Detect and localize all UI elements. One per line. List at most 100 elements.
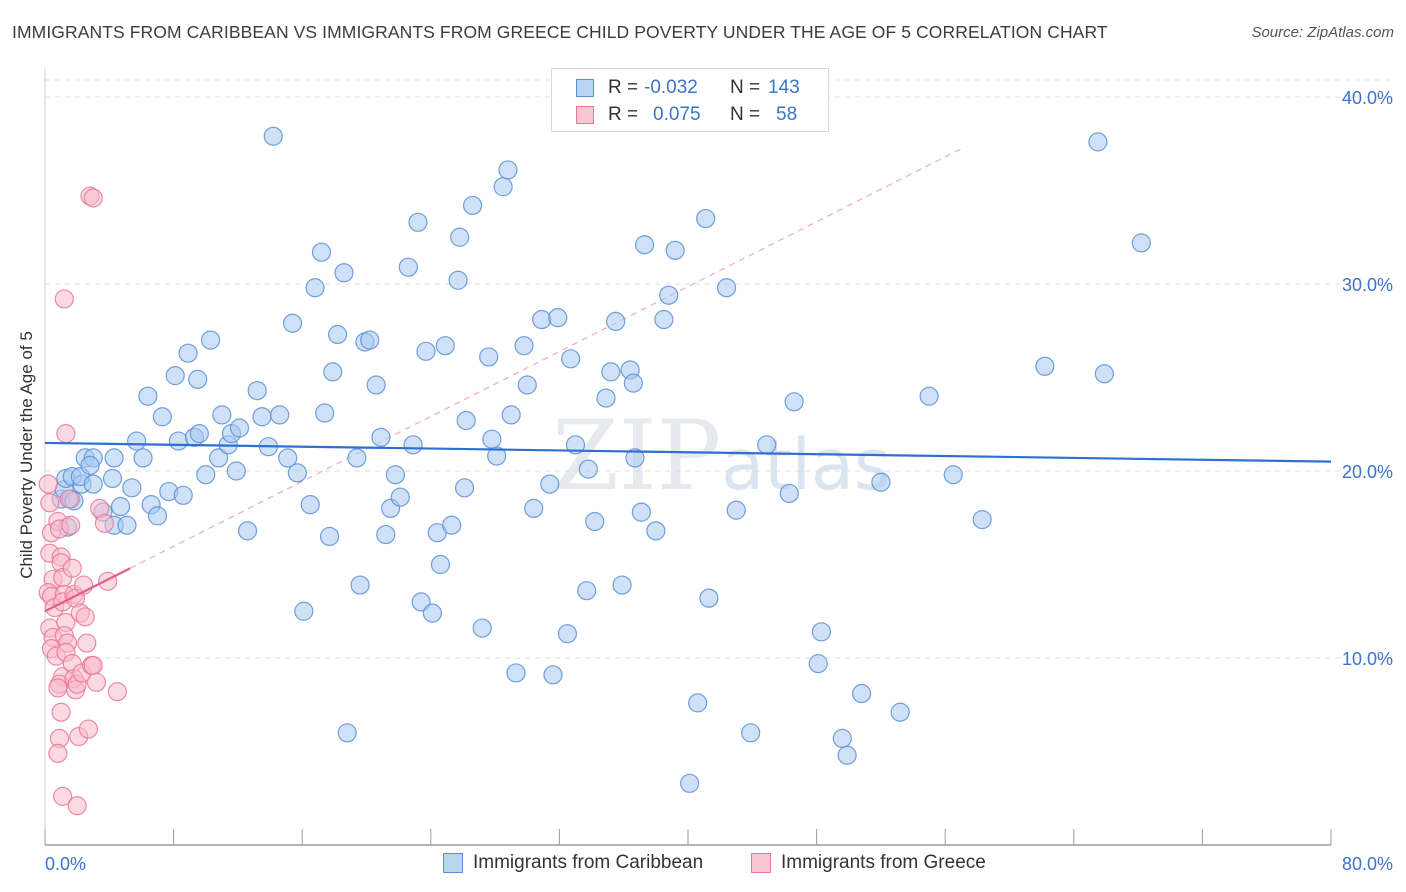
greece-point	[78, 719, 99, 739]
caribbean-point	[456, 410, 476, 431]
legend-n-label: N =	[730, 104, 761, 125]
greece-point	[75, 607, 95, 627]
caribbean-r-value: -0.032	[644, 77, 698, 98]
greece-point	[59, 489, 79, 509]
caribbean-legend-label: Immigrants from Caribbean	[473, 852, 704, 873]
legend-r-label: R =	[608, 104, 639, 125]
caribbean-point	[102, 468, 123, 489]
caribbean-point	[390, 487, 410, 507]
caribbean-point	[784, 392, 804, 412]
caribbean-point	[247, 380, 267, 401]
caribbean-point	[212, 405, 232, 425]
caribbean-point	[416, 341, 436, 361]
caribbean-point	[408, 212, 428, 232]
caribbean-point	[319, 526, 340, 547]
caribbean-point	[501, 405, 521, 425]
caribbean-point	[311, 242, 332, 262]
caribbean-point	[200, 330, 221, 350]
caribbean-point	[287, 463, 307, 483]
caribbean-point	[654, 309, 674, 330]
greece-trend-extension	[129, 148, 962, 569]
caribbean-point	[110, 496, 131, 517]
caribbean-point	[1094, 364, 1114, 384]
caribbean-point	[376, 524, 396, 545]
caribbean-point	[852, 683, 872, 704]
greece-point	[98, 571, 118, 591]
caribbean-point	[741, 723, 761, 743]
caribbean-point	[601, 362, 621, 382]
caribbean-point	[514, 336, 534, 356]
greece-point	[51, 702, 71, 722]
caribbean-point	[493, 177, 513, 197]
caribbean-point	[585, 511, 605, 532]
caribbean-point	[498, 160, 518, 180]
caribbean-point	[323, 362, 343, 382]
caribbean-point	[612, 575, 632, 595]
greece-legend-swatch	[751, 853, 771, 873]
caribbean-point	[688, 693, 708, 713]
caribbean-point	[334, 263, 354, 283]
caribbean-point	[147, 506, 168, 526]
caribbean-point	[871, 472, 891, 492]
caribbean-point	[294, 601, 314, 621]
greece-point	[62, 558, 82, 578]
caribbean-point	[665, 240, 685, 260]
greece-point	[38, 474, 58, 494]
y-tick-label: 10.0%	[1342, 649, 1393, 669]
caribbean-point	[532, 309, 552, 330]
caribbean-point	[366, 375, 386, 395]
caribbean-point	[422, 603, 443, 623]
caribbean-point	[634, 235, 655, 255]
greece-legend-label: Immigrants from Greece	[781, 852, 986, 873]
caribbean-point	[337, 723, 357, 743]
caribbean-point	[104, 448, 124, 468]
source-credit: Source: ZipAtlas.com	[1251, 24, 1394, 41]
greece-point	[53, 786, 73, 806]
chart-title: IMMIGRANTS FROM CARIBBEAN VS IMMIGRANTS …	[12, 22, 1108, 42]
caribbean-point	[487, 446, 507, 466]
caribbean-point	[631, 502, 651, 522]
caribbean-point	[540, 474, 560, 494]
caribbean-point	[482, 429, 502, 449]
y-tick-label: 40.0%	[1342, 88, 1393, 108]
caribbean-point	[472, 618, 492, 638]
caribbean-point	[726, 500, 746, 520]
caribbean-n-value: 143	[768, 77, 800, 98]
caribbean-point	[561, 349, 581, 369]
greece-point	[86, 672, 107, 692]
caribbean-point	[237, 521, 258, 541]
caribbean-point	[442, 515, 462, 535]
caribbean-point	[173, 485, 193, 505]
caribbean-point	[188, 369, 208, 389]
caribbean-point	[811, 622, 832, 642]
caribbean-point	[252, 407, 272, 427]
x-tick-label-min: 0.0%	[45, 854, 86, 874]
caribbean-point	[278, 448, 298, 468]
greece-point	[77, 633, 97, 653]
caribbean-point	[606, 311, 626, 331]
caribbean-point	[350, 575, 370, 595]
caribbean-point	[327, 324, 348, 345]
caribbean-point	[646, 521, 666, 541]
caribbean-point	[680, 773, 700, 793]
caribbean-point	[596, 388, 616, 408]
greece-point	[94, 513, 115, 533]
caribbean-point	[779, 483, 799, 504]
caribbean-point	[943, 465, 963, 485]
y-axis-label: Child Poverty Under the Age of 5	[17, 331, 36, 579]
caribbean-trend-line	[44, 441, 1332, 463]
caribbean-point	[385, 465, 406, 485]
greece-trend-line	[44, 567, 131, 613]
greece-n-value: 58	[776, 104, 798, 125]
caribbean-point	[305, 278, 325, 298]
caribbean-point	[263, 126, 283, 146]
caribbean-point	[837, 745, 857, 765]
caribbean-swatch	[576, 79, 594, 97]
caribbean-point	[165, 366, 185, 386]
legend-n-label: N =	[730, 77, 761, 98]
caribbean-point	[83, 474, 103, 494]
caribbean-point	[1088, 132, 1108, 152]
caribbean-point	[890, 702, 910, 722]
caribbean-point	[506, 663, 526, 683]
caribbean-legend-swatch	[443, 853, 463, 873]
